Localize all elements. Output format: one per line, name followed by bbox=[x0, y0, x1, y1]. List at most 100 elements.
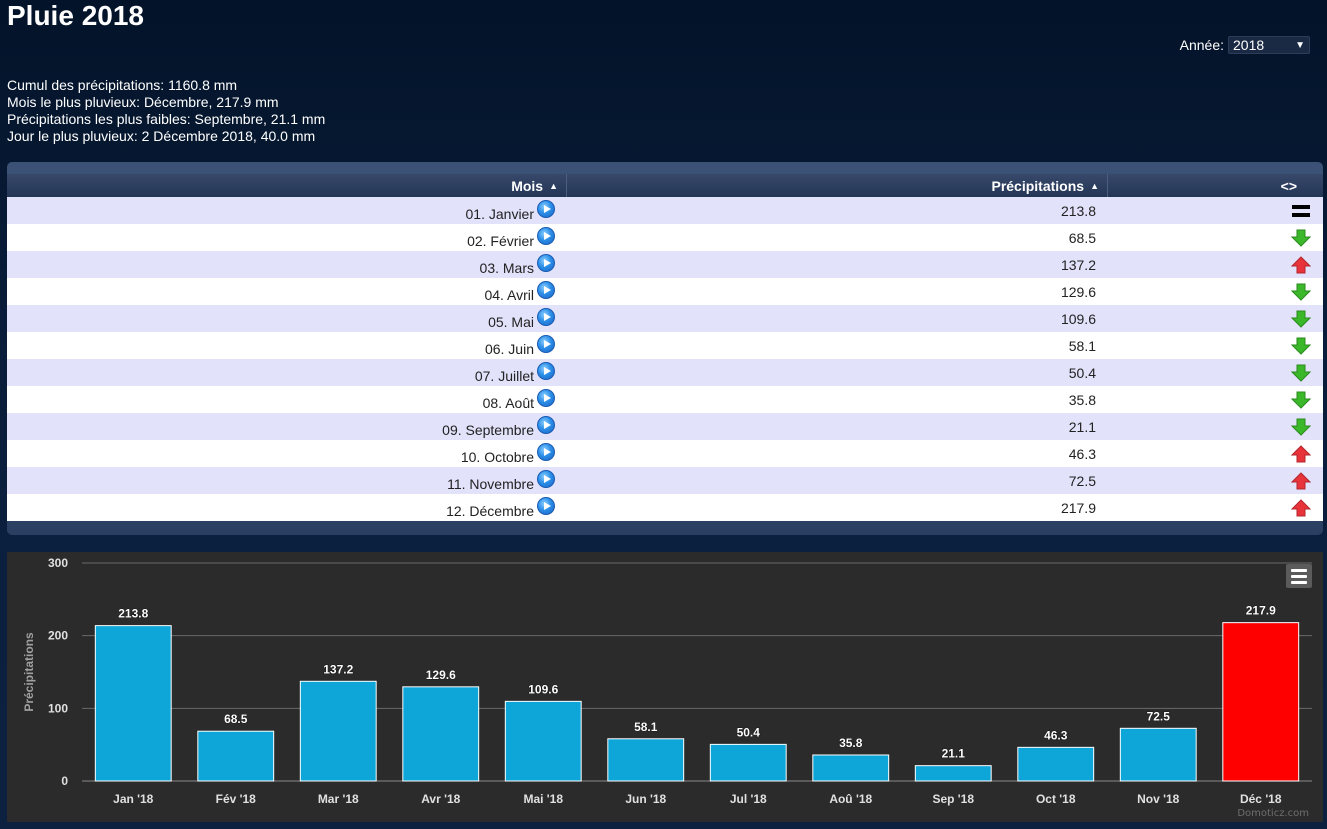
play-icon[interactable] bbox=[537, 199, 555, 218]
bar bbox=[299, 680, 377, 782]
play-icon[interactable] bbox=[537, 496, 555, 515]
cell-month: 05. Mai bbox=[7, 305, 567, 332]
arrow-up-icon bbox=[1291, 255, 1311, 275]
cell-month: 09. Septembre bbox=[7, 413, 567, 440]
month-label: 08. Août bbox=[482, 394, 534, 411]
x-tick-label: Mai '18 bbox=[523, 792, 563, 806]
x-tick-label: Nov '18 bbox=[1137, 792, 1180, 806]
cell-trend bbox=[1108, 251, 1323, 278]
cell-month: 06. Juin bbox=[7, 332, 567, 359]
x-tick-label: Aoû '18 bbox=[829, 792, 872, 806]
cell-month: 11. Novembre bbox=[7, 467, 567, 494]
data-label: 50.4 bbox=[737, 725, 761, 739]
table-header: Mois ▲ Précipitations ▲ <> bbox=[7, 174, 1323, 197]
cell-month: 12. Décembre bbox=[7, 494, 567, 521]
chart-svg: 0 100 200 300 Précipitations 213.8 Jan '18 68.5… bbox=[22, 556, 1312, 806]
y-axis-title: Précipitations bbox=[22, 632, 36, 712]
y-tick-label: 200 bbox=[48, 629, 68, 643]
bar bbox=[504, 700, 582, 782]
data-label: 68.5 bbox=[224, 712, 248, 726]
year-select-value: 2018 bbox=[1233, 37, 1265, 53]
data-label: 217.9 bbox=[1246, 604, 1276, 618]
bar bbox=[914, 765, 992, 782]
month-label: 09. Septembre bbox=[442, 421, 534, 438]
x-tick-label: Avr '18 bbox=[421, 792, 460, 806]
column-header-trend[interactable]: <> bbox=[1280, 177, 1297, 194]
cell-precipitation: 21.1 bbox=[1068, 418, 1096, 435]
table-row: 03. Mars 137.2 bbox=[7, 251, 1323, 278]
cell-month: 10. Octobre bbox=[7, 440, 567, 467]
month-label: 04. Avril bbox=[484, 286, 534, 303]
cell-precipitation: 58.1 bbox=[1068, 337, 1096, 354]
y-tick-label: 0 bbox=[61, 774, 68, 788]
arrow-up-icon bbox=[1291, 444, 1311, 464]
arrow-down-icon bbox=[1291, 390, 1311, 410]
month-label: 05. Mai bbox=[488, 313, 534, 330]
play-icon[interactable] bbox=[537, 469, 555, 488]
year-select[interactable]: 2018 ▼ bbox=[1228, 36, 1310, 54]
play-icon[interactable] bbox=[537, 334, 555, 353]
column-header-month[interactable]: Mois ▲ bbox=[7, 174, 567, 197]
x-tick-label: Sep '18 bbox=[932, 792, 974, 806]
data-label: 129.6 bbox=[426, 668, 456, 682]
month-label: 10. Octobre bbox=[460, 448, 534, 465]
cell-precipitation: 35.8 bbox=[1068, 391, 1096, 408]
summary-total: Cumul des précipitations: 1160.8 mm bbox=[7, 77, 238, 93]
cell-month: 03. Mars bbox=[7, 251, 567, 278]
table-row: 05. Mai 109.6 bbox=[7, 305, 1323, 332]
page-title: Pluie 2018 bbox=[7, 0, 144, 31]
bar bbox=[94, 625, 172, 782]
data-label: 213.8 bbox=[118, 607, 148, 621]
cell-month: 01. Janvier bbox=[7, 197, 567, 224]
bar bbox=[607, 738, 685, 782]
cell-trend bbox=[1108, 494, 1323, 521]
play-icon[interactable] bbox=[537, 415, 555, 434]
cell-trend bbox=[1108, 197, 1323, 224]
menu-icon-line bbox=[1291, 580, 1307, 584]
table-row: 12. Décembre 217.9 bbox=[7, 494, 1323, 521]
summary-wettest-day: Jour le plus pluvieux: 2 Décembre 2018, … bbox=[7, 128, 316, 144]
year-label: Année: bbox=[1179, 37, 1224, 53]
play-icon[interactable] bbox=[537, 226, 555, 245]
cell-month: 07. Juillet bbox=[7, 359, 567, 386]
arrow-down-icon bbox=[1291, 363, 1311, 383]
cell-precipitation: 50.4 bbox=[1068, 364, 1096, 381]
bar bbox=[709, 743, 787, 782]
play-icon[interactable] bbox=[537, 442, 555, 461]
cell-month: 02. Février bbox=[7, 224, 567, 251]
equal-icon bbox=[1291, 201, 1311, 221]
x-tick-label: Oct '18 bbox=[1036, 792, 1076, 806]
x-tick-label: Jul '18 bbox=[730, 792, 767, 806]
cell-precipitation: 137.2 bbox=[1060, 256, 1096, 273]
table-row: 11. Novembre 72.5 bbox=[7, 467, 1323, 494]
arrow-down-icon bbox=[1291, 282, 1311, 302]
month-label: 07. Juillet bbox=[474, 367, 534, 384]
x-tick-label: Jun '18 bbox=[625, 792, 666, 806]
summary-wettest-month: Mois le plus pluvieux: Décembre, 217.9 m… bbox=[7, 94, 279, 110]
sort-asc-icon: ▲ bbox=[549, 180, 558, 191]
cell-trend bbox=[1108, 332, 1323, 359]
arrow-down-icon bbox=[1291, 228, 1311, 248]
cell-month: 08. Août bbox=[7, 386, 567, 413]
play-icon[interactable] bbox=[537, 253, 555, 272]
cell-trend bbox=[1108, 305, 1323, 332]
column-header-precipitation[interactable]: Précipitations ▲ bbox=[567, 174, 1108, 197]
cell-trend bbox=[1108, 359, 1323, 386]
month-label: 11. Novembre bbox=[447, 475, 534, 492]
table-row: 09. Septembre 21.1 bbox=[7, 413, 1323, 440]
x-tick-label: Mar '18 bbox=[318, 792, 359, 806]
bar bbox=[197, 730, 275, 782]
table-row: 07. Juillet 50.4 bbox=[7, 359, 1323, 386]
table-row: 06. Juin 58.1 bbox=[7, 332, 1323, 359]
summary: Cumul des précipitations: 1160.8 mm Mois… bbox=[7, 77, 325, 145]
play-icon[interactable] bbox=[537, 307, 555, 326]
chart-menu-button[interactable] bbox=[1286, 564, 1312, 588]
play-icon[interactable] bbox=[537, 280, 555, 299]
x-tick-label: Déc '18 bbox=[1240, 792, 1282, 806]
cell-precipitation: 129.6 bbox=[1060, 283, 1096, 300]
cell-trend bbox=[1108, 224, 1323, 251]
sort-asc-icon: ▲ bbox=[1090, 180, 1099, 191]
month-label: 03. Mars bbox=[479, 259, 534, 276]
play-icon[interactable] bbox=[537, 388, 555, 407]
play-icon[interactable] bbox=[537, 361, 555, 380]
